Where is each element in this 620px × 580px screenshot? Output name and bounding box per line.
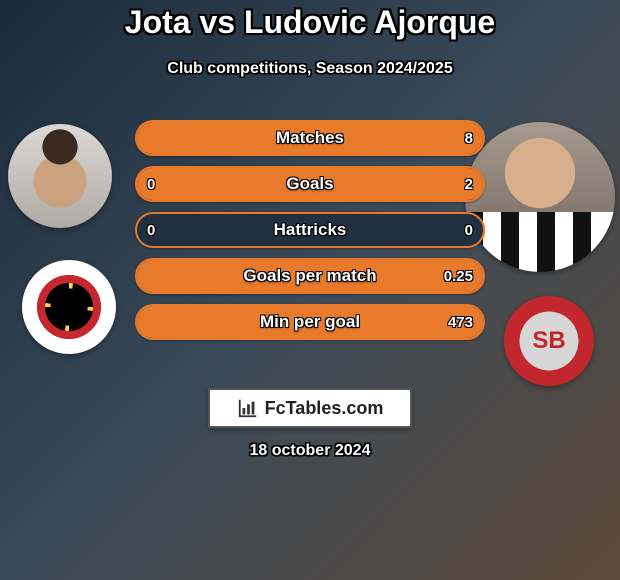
stat-row: 0Hattricks0 [135,212,485,248]
stat-row: Goals per match0.25 [135,258,485,294]
date-text: 18 october 2024 [0,442,620,460]
chart-icon [237,397,259,419]
stat-row: Min per goal473 [135,304,485,340]
source-badge-text: FcTables.com [265,398,384,419]
player-left-photo [8,124,112,228]
source-badge: FcTables.com [208,388,412,428]
club-right-crest: SB [504,296,594,386]
club-right-initials: SB [532,327,565,355]
player-right-photo [465,122,615,272]
stat-row: 0Goals2 [135,166,485,202]
stat-rows: Matches8 0Goals2 0Hattricks0 Goals per matc… [135,120,485,350]
club-left-crest [22,260,116,354]
comparison-infographic: Jota vs Ludovic Ajorque Club competition… [0,0,620,580]
stat-row: Matches8 [135,120,485,156]
page-title: Jota vs Ludovic Ajorque [0,4,620,41]
subtitle: Club competitions, Season 2024/2025 [0,60,620,78]
